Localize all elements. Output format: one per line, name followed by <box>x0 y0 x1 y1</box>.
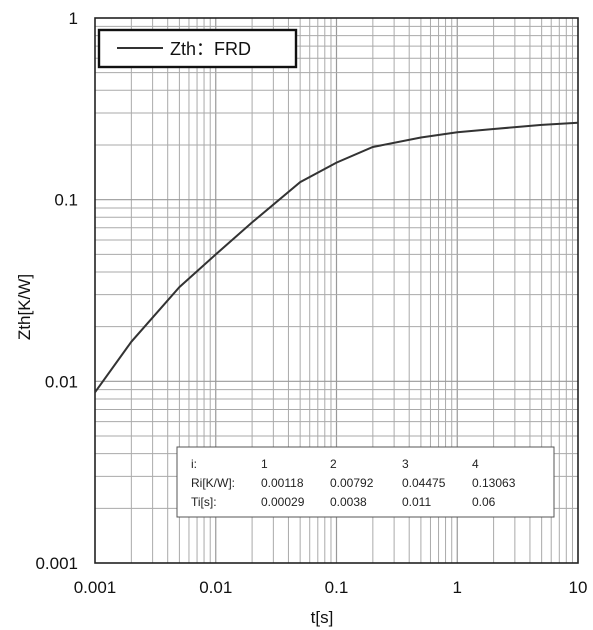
table-row-label: Ti[s]: <box>191 495 217 509</box>
table-cell: 0.04475 <box>402 476 446 490</box>
x-tick-label: 10 <box>569 578 588 597</box>
y-axis-label: Zth[K/W] <box>15 274 34 340</box>
x-tick-label: 1 <box>453 578 462 597</box>
table-cell: 4 <box>472 457 479 471</box>
table-row-label: Ri[K/W]: <box>191 476 235 490</box>
table-cell: 3 <box>402 457 409 471</box>
y-tick-label: 0.001 <box>35 554 78 573</box>
tick-labels: 0.001 0.01 0.1 1 10 0.001 0.01 0.1 1 <box>35 9 587 597</box>
y-tick-label: 0.01 <box>45 372 78 391</box>
x-tick-label: 0.01 <box>199 578 232 597</box>
legend: Zth：FRD <box>97 28 298 69</box>
table-row-label: i: <box>191 457 197 471</box>
table-cell: 0.011 <box>402 495 431 509</box>
plot-frame <box>94 17 579 564</box>
y-tick-label: 0.1 <box>54 191 78 210</box>
table-cell: 1 <box>261 457 268 471</box>
series-line <box>94 121 579 393</box>
x-axis-label: t[s] <box>311 608 334 627</box>
y-tick-label: 1 <box>69 9 78 28</box>
legend-label: Zth：FRD <box>170 39 251 59</box>
x-tick-label: 0.001 <box>74 578 117 597</box>
table-cell: 0.00792 <box>330 476 374 490</box>
table-cell: 0.06 <box>472 495 496 509</box>
table-cell: 2 <box>330 457 337 471</box>
parameter-table-box <box>176 446 555 518</box>
table-cell: 0.13063 <box>472 476 516 490</box>
table-cell: 0.0038 <box>330 495 367 509</box>
table-cell: 0.00118 <box>261 476 304 490</box>
x-tick-label: 0.1 <box>325 578 349 597</box>
table-cell: 0.00029 <box>261 495 305 509</box>
parameter-table: i: 1 2 3 4 Ri[K/W]: 0.00118 0.00792 0.04475 0.130… <box>176 446 555 518</box>
